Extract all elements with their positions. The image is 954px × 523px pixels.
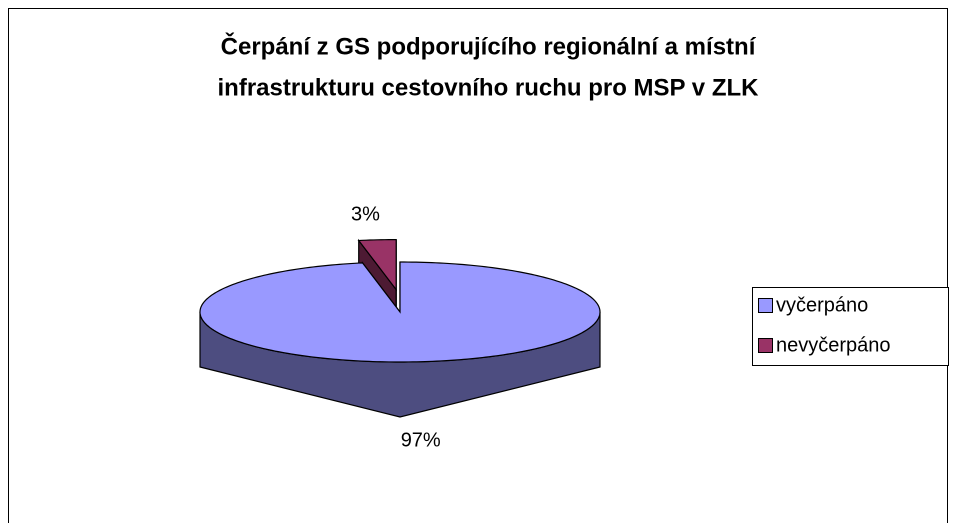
- legend-label: nevyčerpáno: [776, 334, 891, 356]
- legend-swatch: [758, 338, 773, 353]
- slice: [199, 261, 601, 363]
- chart-title: Čerpání z GS podporujícího regionální a …: [221, 32, 757, 60]
- data-label: 3%: [351, 204, 380, 226]
- slice: [357, 238, 397, 292]
- data-label: 97%: [401, 430, 441, 452]
- legend-swatch: [758, 298, 773, 313]
- legend-label: vyčerpáno: [776, 294, 868, 316]
- chart-title: infrastrukturu cestovního ruchu pro MSP …: [218, 74, 760, 101]
- legend-box: [752, 287, 949, 366]
